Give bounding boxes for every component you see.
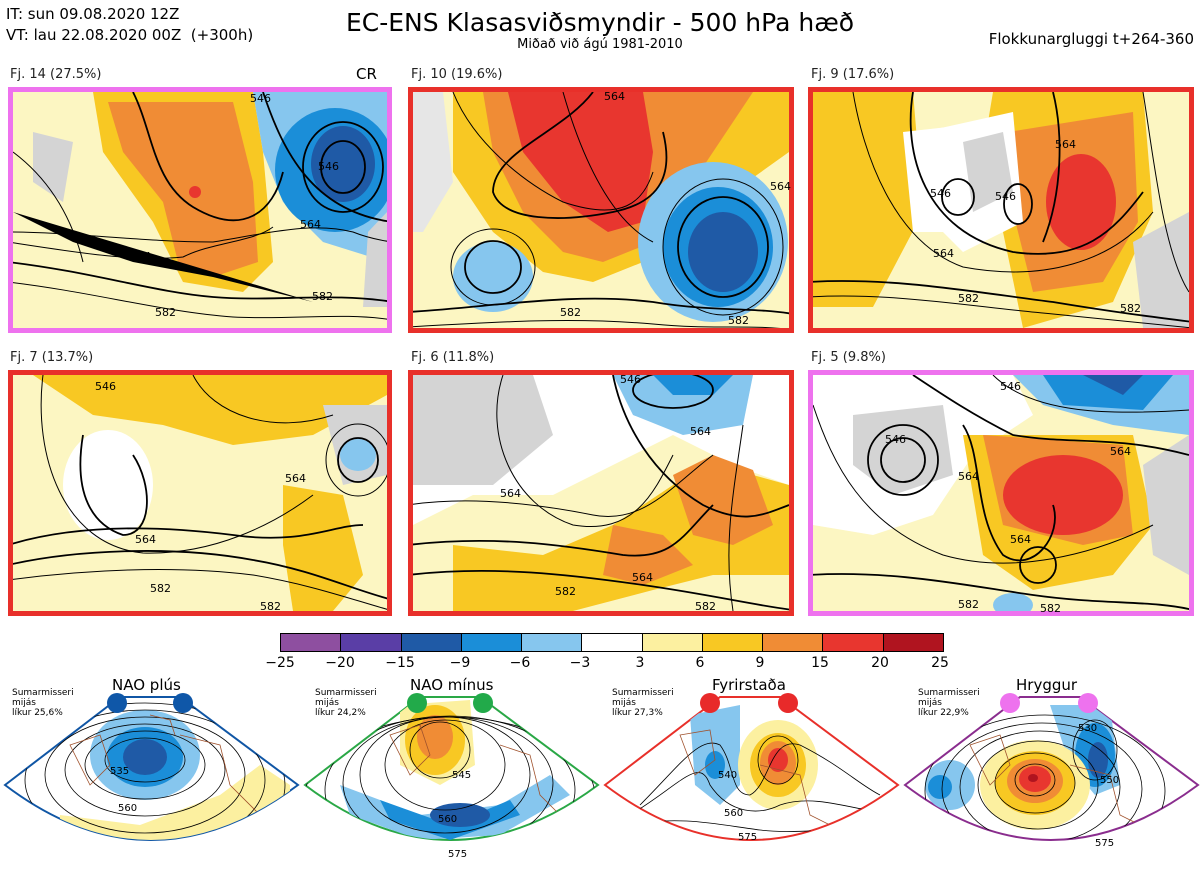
panel-5-contour-label-4: 564 bbox=[690, 425, 711, 438]
panel-5-contour-label-1: 564 bbox=[500, 487, 521, 500]
regime-1-contour-label-2: 560 bbox=[118, 803, 138, 814]
panel-3-contour-label-6: 546 bbox=[995, 190, 1016, 203]
colorbar-swatch-2 bbox=[341, 634, 402, 651]
panel-4-contour-label-3: 564 bbox=[285, 472, 306, 485]
colorbar-tick: −15 bbox=[385, 655, 415, 671]
colorbar-swatch-8 bbox=[702, 634, 764, 651]
regime-1-contour-label-1: 535 bbox=[110, 766, 130, 777]
panel-3-contour-label-1: 564 bbox=[933, 247, 954, 260]
panel-5-contour-label-2: 564 bbox=[632, 571, 653, 584]
colorbar-swatch-7 bbox=[642, 634, 703, 651]
panel-4-contour-label-1: 564 bbox=[135, 533, 156, 546]
regime-2-title: NAO mínus bbox=[410, 676, 494, 694]
panel-1-contour-label-4: 564 bbox=[300, 218, 321, 231]
panel-6-contour-label-2: 582 bbox=[958, 598, 979, 611]
colorbar-swatch-11 bbox=[883, 634, 943, 651]
panel-3-contour-label-4: 564 bbox=[1055, 138, 1076, 151]
colorbar-tick: 9 bbox=[755, 655, 765, 671]
colorbar-swatch-10 bbox=[823, 634, 884, 651]
panel-6-contour-label-3: 582 bbox=[1040, 602, 1061, 615]
panel-1-contour-label-3: 564 bbox=[130, 250, 151, 263]
cluster-map-2 bbox=[408, 87, 794, 333]
regime-2-contour-label-2: 560 bbox=[438, 814, 458, 825]
panel-6-contour-label-5: 564 bbox=[1110, 445, 1131, 458]
panel-4-contour-label-4: 582 bbox=[260, 600, 281, 613]
panel-5-contour-label-5: 582 bbox=[695, 600, 716, 613]
panel-4-contour-label-2: 582 bbox=[150, 582, 171, 595]
regime-nao-plus bbox=[0, 675, 300, 871]
cluster-map-3 bbox=[808, 87, 1194, 333]
colorbar-tick: −9 bbox=[449, 655, 471, 671]
panel-4-label: Fj. 7 (13.7%) bbox=[10, 350, 94, 365]
colorbar-tick: 25 bbox=[931, 655, 949, 671]
cluster-map-4 bbox=[8, 370, 392, 616]
colorbar-swatch-9 bbox=[763, 634, 824, 651]
regime-4-title: Hryggur bbox=[1016, 676, 1078, 694]
regime-1-title: NAO plús bbox=[112, 676, 181, 694]
regime-2-contour-label-3: 575 bbox=[448, 849, 468, 860]
colorbar-swatch-6 bbox=[582, 634, 643, 651]
colorbar-swatch-4 bbox=[461, 634, 523, 651]
regime-2-contour-label-1: 545 bbox=[452, 770, 472, 781]
panel-6-contour-label-1: 564 bbox=[1010, 533, 1031, 546]
panel-6-contour-label-6: 546 bbox=[885, 433, 906, 446]
regime-3-contour-label-3: 575 bbox=[738, 832, 758, 843]
panel-2-contour-label-3: 564 bbox=[604, 90, 625, 103]
colorbar-tick: 15 bbox=[811, 655, 829, 671]
panel-5-contour-label-6: 546 bbox=[620, 373, 641, 386]
cluster-map-6 bbox=[808, 370, 1194, 616]
panel-6-contour-label-7: 546 bbox=[1000, 380, 1021, 393]
regime-blocking bbox=[600, 675, 900, 871]
panel-1-contour-label-2: 582 bbox=[312, 290, 333, 303]
panel-2-contour-label-1: 582 bbox=[560, 306, 581, 319]
regime-4-contour-label-1: 530 bbox=[1078, 723, 1098, 734]
panel-2-label: Fj. 10 (19.6%) bbox=[411, 67, 503, 82]
colorbar-swatch-5 bbox=[522, 634, 583, 651]
colorbar-tick: −25 bbox=[265, 655, 295, 671]
colorbar-swatch-3 bbox=[401, 634, 462, 651]
classification-window: Flokkunargluggi t+264-360 bbox=[988, 30, 1194, 48]
panel-1-contour-label-1: 582 bbox=[155, 306, 176, 319]
panel-3-contour-label-5: 546 bbox=[930, 187, 951, 200]
panel-4-contour-label-5: 546 bbox=[95, 380, 116, 393]
regime-nao-minus bbox=[300, 675, 600, 871]
panel-3-label: Fj. 9 (17.6%) bbox=[811, 67, 895, 82]
regime-3-contour-label-1: 540 bbox=[718, 770, 738, 781]
colorbar-tick: 6 bbox=[695, 655, 705, 671]
panel-5-label: Fj. 6 (11.8%) bbox=[411, 350, 495, 365]
panel-2-contour-label-2: 582 bbox=[728, 314, 749, 327]
cluster-map-1 bbox=[8, 87, 392, 333]
regime-2-note: Sumarmisseri mijás líkur 24,2% bbox=[315, 688, 377, 718]
valid-time-line: VT: lau 22.08.2020 00Z (+300h) bbox=[6, 26, 254, 44]
colorbar-tick: 20 bbox=[871, 655, 889, 671]
cluster-map-5 bbox=[408, 370, 794, 616]
regime-4-contour-label-3: 575 bbox=[1095, 838, 1115, 849]
page-title: EC-ENS Klasasviðsmyndir - 500 hPa hæð bbox=[345, 8, 855, 37]
panel-5-contour-label-3: 582 bbox=[555, 585, 576, 598]
colorbar-swatch-1 bbox=[281, 634, 342, 651]
panel-3-contour-label-2: 582 bbox=[958, 292, 979, 305]
regime-3-title: Fyrirstaða bbox=[712, 676, 786, 694]
regime-3-contour-label-2: 560 bbox=[724, 808, 744, 819]
regime-4-note: Sumarmisseri mijás líkur 22,9% bbox=[918, 688, 980, 718]
panel-1-tag: CR bbox=[356, 65, 377, 83]
colorbar-tick: −20 bbox=[325, 655, 355, 671]
regime-3-note: Sumarmisseri mijás líkur 27,3% bbox=[612, 688, 674, 718]
panel-1-contour-label-6: 546 bbox=[318, 160, 339, 173]
regime-4-contour-label-2: 550 bbox=[1100, 775, 1120, 786]
colorbar-tick: −3 bbox=[569, 655, 591, 671]
panel-6-contour-label-4: 564 bbox=[958, 470, 979, 483]
page-subtitle: Miðað við ágú 1981-2010 bbox=[517, 37, 683, 52]
panel-1-label: Fj. 14 (27.5%) bbox=[10, 67, 102, 82]
init-time-line: IT: sun 09.08.2020 12Z bbox=[6, 5, 180, 23]
panel-1-contour-label-5: 546 bbox=[250, 92, 271, 105]
colorbar-tick: 3 bbox=[635, 655, 645, 671]
regime-1-note: Sumarmisseri mijás líkur 25,6% bbox=[12, 688, 74, 718]
regime-ridge bbox=[900, 675, 1200, 871]
panel-3-contour-label-3: 582 bbox=[1120, 302, 1141, 315]
colorbar-tick: −6 bbox=[509, 655, 531, 671]
panel-6-label: Fj. 5 (9.8%) bbox=[811, 350, 886, 365]
panel-2-contour-label-4: 564 bbox=[770, 180, 791, 193]
colorbar bbox=[280, 633, 944, 652]
